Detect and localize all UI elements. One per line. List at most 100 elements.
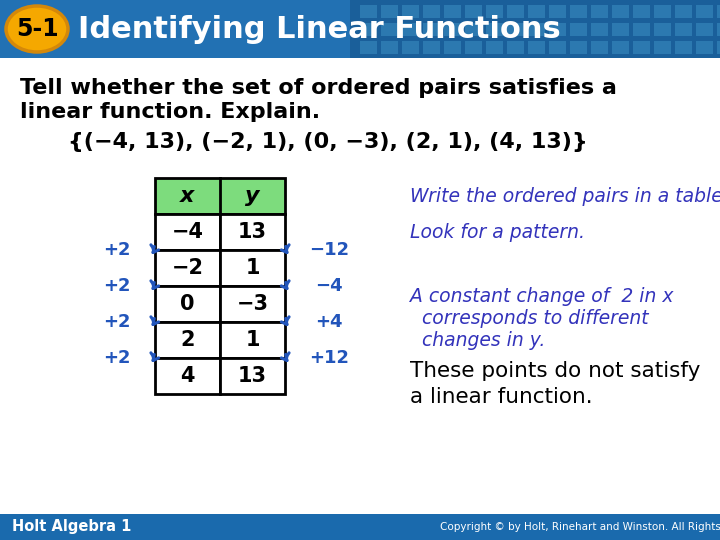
Bar	[696, 5, 713, 18]
Bar	[402, 5, 419, 18]
Bar	[465, 23, 482, 36]
Bar	[220, 358, 285, 394]
Text: x: x	[180, 186, 194, 206]
Text: 13: 13	[238, 366, 267, 386]
Text: corresponds to different: corresponds to different	[422, 308, 649, 327]
Bar	[717, 23, 720, 36]
Text: +2: +2	[103, 313, 131, 331]
Text: −4: −4	[171, 222, 204, 242]
Bar	[486, 41, 503, 54]
Bar	[155, 358, 220, 394]
Text: Identifying Linear Functions: Identifying Linear Functions	[78, 15, 561, 44]
Text: +2: +2	[103, 241, 131, 259]
Bar	[360, 23, 377, 36]
Bar	[675, 23, 692, 36]
Text: −2: −2	[171, 258, 204, 278]
Text: −4: −4	[315, 277, 343, 295]
Bar	[717, 41, 720, 54]
Text: 13: 13	[238, 222, 267, 242]
Bar	[654, 41, 671, 54]
Bar	[507, 5, 524, 18]
Text: A constant change of  2 in x: A constant change of 2 in x	[410, 287, 673, 306]
Bar	[486, 5, 503, 18]
Bar	[570, 5, 587, 18]
Bar	[155, 286, 220, 322]
Bar	[465, 5, 482, 18]
Bar	[486, 23, 503, 36]
Bar	[570, 23, 587, 36]
Text: Copyright © by Holt, Rinehart and Winston. All Rights Reserved.: Copyright © by Holt, Rinehart and Winsto…	[440, 522, 720, 532]
Bar	[696, 41, 713, 54]
Bar	[528, 23, 545, 36]
Text: 1: 1	[246, 330, 260, 350]
Bar	[155, 214, 220, 250]
Text: 1: 1	[246, 258, 260, 278]
Text: a linear function.: a linear function.	[410, 387, 593, 407]
Bar	[155, 250, 220, 286]
Bar	[528, 5, 545, 18]
Bar	[654, 23, 671, 36]
Text: +12: +12	[309, 349, 349, 367]
Text: 4: 4	[180, 366, 194, 386]
Bar	[402, 41, 419, 54]
Text: Look for a pattern.: Look for a pattern.	[410, 222, 585, 241]
Bar	[350, 0, 720, 58]
Bar	[0, 0, 720, 58]
Bar	[155, 322, 220, 358]
Bar	[423, 23, 440, 36]
Bar	[528, 41, 545, 54]
Text: +2: +2	[103, 349, 131, 367]
Text: linear function. Explain.: linear function. Explain.	[20, 102, 320, 122]
Bar	[591, 23, 608, 36]
Text: {(−4, 13), (−2, 1), (0, −3), (2, 1), (4, 13)}: {(−4, 13), (−2, 1), (0, −3), (2, 1), (4,…	[68, 132, 588, 152]
Text: −12: −12	[309, 241, 349, 259]
Bar	[423, 41, 440, 54]
Text: 0: 0	[180, 294, 194, 314]
Text: Tell whether the set of ordered pairs satisfies a: Tell whether the set of ordered pairs sa…	[20, 78, 617, 98]
Bar	[633, 41, 650, 54]
Bar	[696, 23, 713, 36]
Bar	[591, 5, 608, 18]
Bar	[360, 41, 377, 54]
Text: +4: +4	[315, 313, 343, 331]
Bar	[654, 5, 671, 18]
Text: changes in y.: changes in y.	[422, 330, 545, 349]
Text: +2: +2	[103, 277, 131, 295]
Bar	[444, 23, 461, 36]
Bar	[549, 41, 566, 54]
Bar	[444, 41, 461, 54]
Bar	[633, 23, 650, 36]
Text: y: y	[246, 186, 260, 206]
Bar	[155, 178, 285, 214]
Bar	[423, 5, 440, 18]
Bar	[507, 41, 524, 54]
Bar	[675, 5, 692, 18]
Bar	[675, 41, 692, 54]
Bar	[360, 5, 377, 18]
Bar	[612, 41, 629, 54]
Bar	[591, 41, 608, 54]
Bar	[549, 5, 566, 18]
Text: −3: −3	[236, 294, 269, 314]
Bar	[220, 250, 285, 286]
Bar	[381, 41, 398, 54]
Bar	[402, 23, 419, 36]
Text: Write the ordered pairs in a table.: Write the ordered pairs in a table.	[410, 186, 720, 206]
Bar	[220, 286, 285, 322]
Bar	[549, 23, 566, 36]
Bar	[570, 41, 587, 54]
Bar	[381, 23, 398, 36]
Bar	[633, 5, 650, 18]
Text: These points do not satisfy: These points do not satisfy	[410, 361, 701, 381]
Bar	[444, 5, 461, 18]
Bar	[220, 214, 285, 250]
Text: 2: 2	[180, 330, 194, 350]
Bar	[612, 23, 629, 36]
Bar	[612, 5, 629, 18]
Bar	[465, 41, 482, 54]
Bar	[381, 5, 398, 18]
Text: Holt Algebra 1: Holt Algebra 1	[12, 519, 131, 535]
Bar	[507, 23, 524, 36]
Bar	[220, 322, 285, 358]
Bar	[717, 5, 720, 18]
